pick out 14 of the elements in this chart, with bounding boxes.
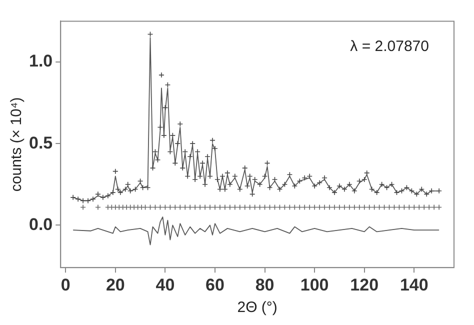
x-tick-label: 20 — [106, 275, 125, 294]
x-tick-label: 100 — [300, 275, 329, 294]
x-tick-label: 40 — [156, 275, 175, 294]
y-tick-label: 1.0 — [28, 52, 53, 71]
y-axis-title: counts (× 10⁴) — [8, 97, 26, 192]
x-tick-label: 120 — [350, 275, 379, 294]
x-tick-label: 140 — [400, 275, 428, 294]
x-axis-title: 2Θ (°) — [237, 299, 278, 316]
y-tick-label: 0.5 — [28, 133, 53, 152]
y-tick-label: 0.0 — [28, 214, 53, 234]
x-tick-label: 80 — [255, 275, 274, 294]
x-tick-label: 60 — [206, 275, 224, 294]
annotation: λ = 2.07870 — [350, 38, 429, 55]
x-tick-label: 0 — [60, 275, 70, 294]
